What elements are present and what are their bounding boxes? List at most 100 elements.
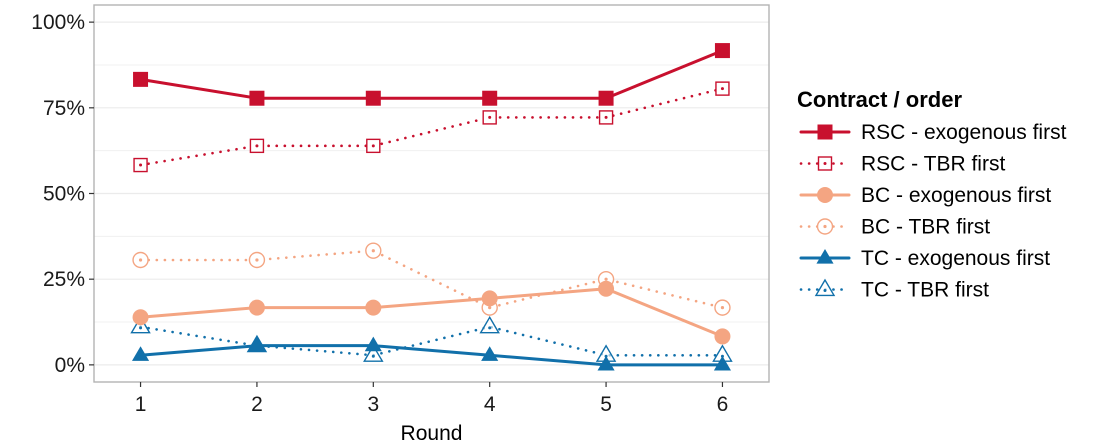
marker-shape [249,90,265,106]
data-point [133,157,148,173]
data-point [479,315,500,334]
marker-dot [823,162,827,165]
legend-item: RSC - exogenous first [799,121,1067,144]
legend-key-marker [816,249,834,264]
y-tick-label: 50% [43,183,85,206]
x-tick-label: 1 [135,393,147,416]
data-point [363,344,384,362]
marker-dot [139,326,143,330]
data-point [482,90,498,106]
data-point [248,299,265,316]
marker-shape [364,336,382,352]
data-point [715,81,730,96]
y-tick-label: 75% [43,97,85,120]
data-point [366,138,381,154]
data-point [249,90,265,106]
data-point [132,309,149,326]
marker-shape [363,344,384,362]
y-tick-label: 0% [55,354,85,377]
x-tick-label: 4 [484,393,496,416]
series-bc-exogenous-first [132,280,731,345]
data-point [133,71,149,87]
legend-title: Contract / order [797,87,962,112]
legend-label: RSC - exogenous first [861,121,1067,144]
series-line [139,287,724,338]
marker-shape [814,278,836,297]
marker-dot [604,115,608,119]
x-tick-label: 2 [251,393,263,416]
marker-dot [823,224,827,229]
marker-shape [365,299,382,316]
data-point [365,90,381,106]
data-point [365,299,382,316]
data-point [248,336,266,352]
data-point [482,110,497,125]
marker-dot [255,258,259,262]
marker-dot [138,258,143,262]
series-line [139,87,724,167]
y-tick-label: 100% [31,11,85,34]
marker-shape [597,355,615,371]
marker-dot [488,306,492,310]
legend-label: RSC - TBR first [861,153,1005,176]
marker-shape [132,309,149,326]
marker-shape [714,43,730,59]
data-point [481,346,499,361]
marker-shape [713,355,731,371]
marker-shape [132,346,150,361]
legend-item: BC - TBR first [799,216,990,239]
legend-item: TC - TBR first [799,278,989,302]
y-tick-label: 25% [43,268,85,291]
marker-dot [720,306,725,310]
marker-dot [255,144,259,148]
data-point [248,251,266,269]
marker-shape [598,90,614,106]
legend-key-marker [817,187,833,203]
marker-dot [720,87,724,91]
series-line [139,49,724,100]
data-point [249,138,265,154]
x-tick-label: 6 [717,393,729,416]
series-tc-tbr-first [130,315,733,362]
series-group [130,43,733,371]
marker-dot [371,144,375,148]
series-line [139,249,724,309]
legend-key-marker [814,278,836,297]
marker-shape [817,124,833,140]
data-point [132,251,149,269]
marker-shape [481,290,498,307]
legend-key-marker [817,156,833,171]
series-line [139,325,724,357]
data-point [132,346,150,361]
marker-dot [139,163,143,167]
legend-label: TC - TBR first [861,279,989,302]
data-point [364,336,382,352]
marker-shape [598,280,615,297]
marker-shape [481,346,499,361]
x-tick-label: 5 [600,393,612,416]
legend-label: BC - exogenous first [861,184,1051,207]
data-point [598,110,614,125]
x-axis-title: Round [401,422,463,445]
data-point [714,328,731,345]
marker-shape [365,90,381,106]
legend-item: TC - exogenous first [799,247,1050,270]
data-point [365,242,382,259]
marker-dot [371,354,375,358]
marker-dot [604,277,608,281]
marker-shape [248,336,266,352]
data-point [714,43,730,59]
series-rsc-tbr-first [133,81,730,173]
marker-shape [714,328,731,345]
legend-item: BC - exogenous first [799,184,1051,207]
legend-key-marker [816,218,834,235]
marker-dot [823,289,827,292]
data-point [481,290,498,307]
marker-dot [371,249,375,253]
marker-dot [488,326,492,330]
data-point [598,280,615,297]
legend-key-marker [817,124,833,140]
data-point [597,355,615,371]
